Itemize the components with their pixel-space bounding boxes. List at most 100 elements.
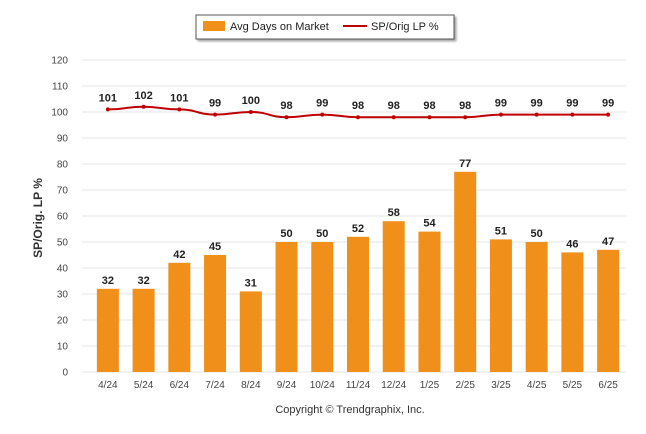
bar (239, 291, 262, 372)
legend-bar-swatch (203, 21, 225, 31)
y-tick-label: 120 (51, 56, 68, 67)
line-point (141, 104, 146, 109)
line-data-label: 98 (459, 100, 471, 112)
x-tick-label: 5/25 (563, 380, 583, 391)
line-point (177, 107, 182, 112)
bar-data-label: 47 (602, 236, 614, 248)
bar (454, 171, 477, 372)
y-tick-label: 30 (57, 290, 69, 301)
x-tick-label: 6/25 (598, 380, 618, 391)
x-tick-label: 1/25 (420, 380, 440, 391)
y-tick-label: 20 (57, 316, 69, 327)
legend: Avg Days on Market SP/Orig LP % (195, 14, 455, 40)
line-point (570, 112, 575, 117)
bar-data-label: 52 (352, 223, 364, 235)
x-tick-label: 4/24 (98, 380, 118, 391)
bar (382, 221, 405, 372)
y-tick-label: 0 (62, 368, 68, 379)
bar-data-label: 50 (316, 228, 328, 240)
bar-data-label: 58 (388, 207, 400, 219)
y-axis-ticks: 0 10 20 30 40 50 60 70 80 90 100 110 120 (51, 56, 68, 379)
y-tick-label: 100 (51, 108, 68, 119)
x-axis-ticks: 4/24 5/24 6/24 7/24 8/24 9/24 10/24 11/24 12/24 1… (98, 380, 618, 391)
line-point (356, 115, 360, 120)
line-point (320, 112, 325, 117)
x-tick-label: 6/24 (170, 380, 190, 391)
y-tick-label: 110 (52, 82, 68, 93)
y-tick-label: 50 (57, 238, 69, 249)
y-tick-label: 40 (57, 264, 69, 275)
bar-data-label: 31 (245, 277, 257, 289)
x-tick-label: 3/25 (491, 380, 511, 391)
data-labels: 32 32 42 45 31 50 50 52 58 54 77 51 50 46 47 101 102 101 9… (99, 90, 615, 290)
line-point (213, 112, 218, 117)
line-data-label: 99 (602, 98, 614, 110)
bar (489, 239, 512, 372)
line-data-label: 99 (495, 98, 507, 110)
line-series (105, 104, 611, 120)
line-data-label: 98 (423, 100, 435, 112)
bar-data-label: 46 (566, 238, 578, 250)
x-tick-label: 7/24 (205, 380, 225, 391)
bar-data-label: 51 (495, 225, 507, 237)
bar (204, 255, 227, 372)
y-tick-label: 60 (57, 212, 69, 223)
bar (311, 242, 334, 372)
legend-bar-label: Avg Days on Market (230, 21, 329, 33)
bar-data-label: 45 (209, 241, 221, 253)
x-tick-label: 12/24 (381, 380, 406, 391)
x-tick-label: 8/24 (241, 380, 261, 391)
line-data-label: 99 (566, 98, 578, 110)
legend-line-label: SP/Orig LP % (371, 21, 439, 33)
line-point (498, 112, 503, 117)
line-point (391, 115, 396, 120)
bar (418, 231, 441, 372)
line-data-label: 98 (280, 100, 292, 112)
x-tick-label: 11/24 (346, 380, 371, 391)
line-point (105, 107, 110, 112)
y-tick-label: 90 (57, 134, 69, 145)
y-axis-title: SP/Orig. LP % (31, 178, 45, 258)
bar (96, 288, 119, 372)
y-tick-label: 70 (57, 186, 69, 197)
bar-data-label: 54 (423, 218, 436, 230)
x-tick-label: 9/24 (277, 380, 297, 391)
line-data-label: 98 (352, 100, 364, 112)
line-data-label: 102 (134, 90, 152, 102)
legend-box (195, 14, 455, 40)
bar-data-label: 50 (531, 228, 543, 240)
line-point (248, 110, 253, 114)
bar (597, 249, 620, 372)
line-point (606, 112, 611, 117)
bar-series (96, 171, 620, 372)
bar (347, 236, 369, 372)
bar-data-label: 77 (459, 158, 471, 170)
bar-data-label: 32 (137, 275, 149, 287)
x-tick-label: 10/24 (310, 380, 335, 391)
line-data-label: 99 (531, 98, 543, 110)
line-point (284, 115, 289, 120)
line-point (534, 112, 539, 117)
bar (561, 252, 584, 372)
bar (275, 242, 298, 372)
x-tick-label: 5/24 (134, 380, 154, 391)
copyright-footer: Copyright © Trendgraphix, Inc. (275, 404, 424, 416)
line-data-label: 100 (242, 95, 260, 107)
line-data-label: 99 (209, 98, 221, 110)
bar (132, 288, 155, 372)
y-tick-label: 80 (57, 160, 69, 171)
bar-data-label: 50 (280, 228, 292, 240)
line-data-label: 98 (388, 100, 400, 112)
bar-data-label: 32 (102, 275, 114, 287)
line-point (463, 115, 468, 120)
x-tick-label: 2/25 (455, 380, 475, 391)
line-data-label: 101 (170, 92, 188, 104)
line-data-label: 99 (316, 98, 328, 110)
bar-data-label: 42 (173, 249, 185, 261)
line-point (427, 115, 432, 120)
x-tick-label: 4/25 (527, 380, 547, 391)
bar (525, 242, 548, 372)
y-tick-label: 10 (57, 342, 69, 353)
bar (168, 262, 191, 372)
